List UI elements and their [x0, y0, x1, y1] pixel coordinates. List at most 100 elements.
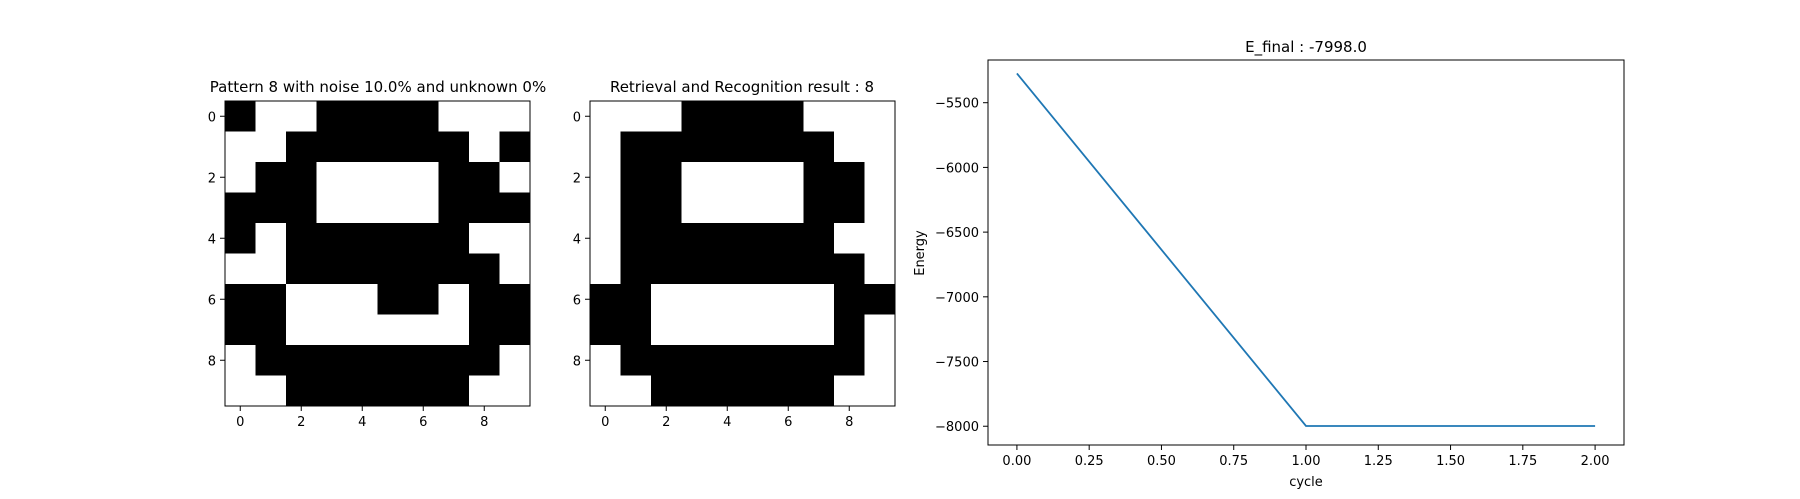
- retrieval-result-cell: [590, 314, 621, 346]
- noisy-pattern-cell: [408, 162, 439, 193]
- noisy-pattern-cell: [377, 131, 409, 163]
- retrieval-result-y-tick-label: 2: [573, 171, 581, 186]
- retrieval-result-cell: [651, 375, 682, 407]
- retrieval-result-cell: [590, 253, 621, 285]
- retrieval-result-cell: [620, 375, 652, 407]
- retrieval-result-cell: [834, 131, 865, 163]
- noisy-pattern-cell: [255, 253, 287, 285]
- retrieval-result-cell: [742, 375, 774, 407]
- energy-y-tick-label: −5500: [935, 97, 979, 112]
- noisy-pattern-cell: [255, 192, 287, 224]
- retrieval-result-frame: [589, 100, 896, 407]
- noisy-pattern-cell: [225, 101, 256, 132]
- retrieval-result-cell: [712, 223, 743, 254]
- noisy-pattern-x-tick-label: 6: [419, 415, 427, 430]
- retrieval-result-cell: [803, 192, 835, 224]
- retrieval-result-cell: [712, 162, 743, 193]
- noisy-pattern-cell: [316, 192, 348, 224]
- energy-x-tick-label: 0.50: [1147, 454, 1176, 469]
- retrieval-result-cell: [590, 345, 621, 376]
- retrieval-result-cell: [803, 314, 835, 346]
- retrieval-result-cell: [681, 314, 713, 346]
- retrieval-result-cell: [620, 192, 652, 224]
- noisy-pattern-cell: [255, 284, 287, 315]
- retrieval-result-cell: [803, 284, 835, 315]
- noisy-pattern-cell: [286, 162, 317, 193]
- retrieval-result-cell: [620, 162, 652, 193]
- noisy-pattern-cell: [469, 284, 500, 315]
- energy-x-tick-label: 1.00: [1292, 454, 1321, 469]
- noisy-pattern-cell: [377, 375, 409, 407]
- noisy-pattern-cell: [225, 314, 256, 346]
- noisy-pattern-x-tick-label: 8: [480, 415, 488, 430]
- retrieval-result-cell: [712, 284, 743, 315]
- retrieval-result-cell: [773, 162, 804, 193]
- retrieval-result-cell: [803, 375, 835, 407]
- noisy-pattern-cell: [286, 223, 317, 254]
- retrieval-result-cell: [712, 314, 743, 346]
- noisy-pattern-cell: [469, 345, 500, 376]
- noisy-pattern-cell: [286, 284, 317, 315]
- noisy-pattern-cell: [255, 131, 287, 163]
- retrieval-result-cell: [712, 192, 743, 224]
- retrieval-result-cell: [834, 192, 865, 224]
- noisy-pattern-cell: [438, 223, 470, 254]
- energy-x-tick-label: 1.25: [1364, 454, 1393, 469]
- retrieval-result-cell: [590, 101, 621, 132]
- energy-y-tick-label: −6500: [935, 226, 979, 241]
- noisy-pattern-cell: [408, 253, 439, 285]
- retrieval-result-cell: [590, 192, 621, 224]
- retrieval-result-cell: [590, 162, 621, 193]
- noisy-pattern-cell: [347, 284, 378, 315]
- noisy-pattern-y-tick-label: 0: [208, 110, 216, 125]
- noisy-pattern-cell: [316, 284, 348, 315]
- retrieval-result-cell: [834, 345, 865, 376]
- retrieval-result-cell: [651, 162, 682, 193]
- noisy-pattern-cell: [408, 131, 439, 163]
- retrieval-result-panel: Retrieval and Recognition result : 8 0 2 4…: [573, 78, 896, 430]
- retrieval-result-cell: [742, 101, 774, 132]
- retrieval-result-cell: [742, 314, 774, 346]
- retrieval-result-cell: [773, 314, 804, 346]
- retrieval-result-cell: [742, 192, 774, 224]
- retrieval-result-cell: [590, 284, 621, 315]
- retrieval-result-cell: [742, 131, 774, 163]
- noisy-pattern-cell: [225, 131, 256, 163]
- noisy-pattern-cell: [255, 345, 287, 376]
- energy-x-tick-label: 2.00: [1581, 454, 1610, 469]
- noisy-pattern-cell: [469, 162, 500, 193]
- noisy-pattern-cell: [347, 223, 378, 254]
- retrieval-result-cell: [620, 284, 652, 315]
- noisy-pattern-grid: [225, 101, 531, 407]
- retrieval-result-cell: [834, 162, 865, 193]
- retrieval-result-cell: [681, 223, 713, 254]
- energy-y-ticks: −5500 −6000 −6500 −7000 −7500 −8000: [935, 97, 988, 435]
- noisy-pattern-cell: [499, 192, 531, 224]
- retrieval-result-cell: [712, 131, 743, 163]
- retrieval-result-x-tick-label: 2: [662, 415, 670, 430]
- noisy-pattern-cell: [377, 101, 409, 132]
- noisy-pattern-cell: [438, 131, 470, 163]
- retrieval-result-cell: [773, 284, 804, 315]
- retrieval-result-cell: [864, 345, 896, 376]
- noisy-pattern-cell: [347, 314, 378, 346]
- noisy-pattern-cell: [377, 253, 409, 285]
- retrieval-result-y-tick-label: 8: [573, 354, 581, 369]
- noisy-pattern-cell: [255, 101, 287, 132]
- retrieval-result-y-tick-label: 0: [573, 110, 581, 125]
- retrieval-result-x-tick-label: 4: [723, 415, 731, 430]
- noisy-pattern-cell: [408, 345, 439, 376]
- retrieval-result-cell: [864, 284, 896, 315]
- noisy-pattern-cell: [316, 253, 348, 285]
- noisy-pattern-cell: [469, 192, 500, 224]
- retrieval-result-cell: [590, 223, 621, 254]
- energy-y-tick-label: −6000: [935, 161, 979, 176]
- noisy-pattern-cell: [408, 101, 439, 132]
- energy-y-axis-label: Energy: [913, 230, 928, 276]
- noisy-pattern-cell: [255, 223, 287, 254]
- retrieval-result-cell: [834, 223, 865, 254]
- energy-x-tick-label: 1.50: [1436, 454, 1465, 469]
- retrieval-result-cell: [651, 131, 682, 163]
- noisy-pattern-cell: [377, 192, 409, 224]
